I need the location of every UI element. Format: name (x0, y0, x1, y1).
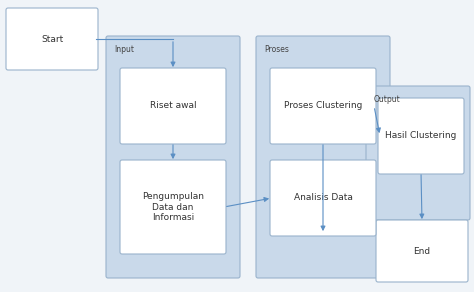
FancyBboxPatch shape (366, 86, 470, 220)
FancyBboxPatch shape (376, 220, 468, 282)
Text: Analisis Data: Analisis Data (293, 194, 353, 202)
Text: Input: Input (114, 46, 134, 55)
FancyBboxPatch shape (270, 68, 376, 144)
Text: Output: Output (374, 95, 401, 105)
Text: Hasil Clustering: Hasil Clustering (385, 131, 456, 140)
FancyBboxPatch shape (378, 98, 464, 174)
FancyBboxPatch shape (120, 68, 226, 144)
FancyBboxPatch shape (256, 36, 390, 278)
Text: End: End (413, 246, 430, 256)
Text: Pengumpulan
Data dan
Informasi: Pengumpulan Data dan Informasi (142, 192, 204, 222)
FancyBboxPatch shape (270, 160, 376, 236)
Text: Proses: Proses (264, 46, 289, 55)
FancyBboxPatch shape (6, 8, 98, 70)
FancyBboxPatch shape (106, 36, 240, 278)
Text: Start: Start (41, 34, 63, 44)
Text: Proses Clustering: Proses Clustering (284, 102, 362, 110)
Text: Riset awal: Riset awal (150, 102, 196, 110)
FancyBboxPatch shape (120, 160, 226, 254)
